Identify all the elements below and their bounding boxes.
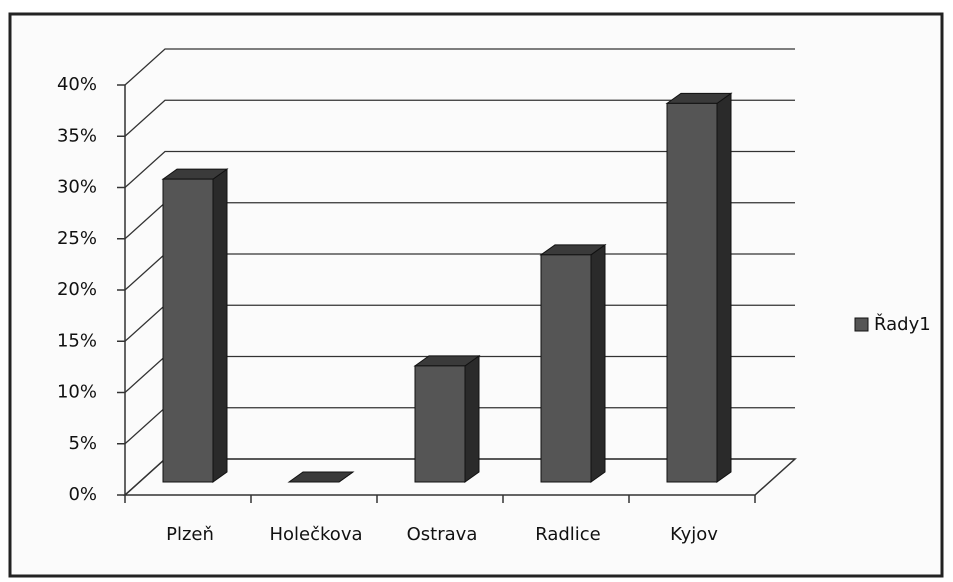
y-tick-label: 30% — [57, 177, 97, 198]
bar-front — [414, 365, 466, 483]
y-tick-label: 10% — [57, 382, 97, 403]
bar-side — [716, 92, 732, 483]
chart-frame — [8, 12, 944, 578]
grid-line — [124, 99, 795, 137]
legend-swatch — [854, 317, 869, 332]
bar — [665, 92, 733, 483]
grid-line — [124, 48, 795, 86]
y-tick-label: 25% — [57, 228, 97, 249]
x-tick-label: Holečkova — [270, 524, 363, 545]
bar-side — [590, 243, 606, 483]
y-tick-label: 15% — [57, 330, 97, 351]
x-tick-label: Kyjov — [670, 524, 718, 545]
legend-label: Řady1 — [874, 313, 931, 335]
x-tick-label: Ostrava — [407, 524, 478, 545]
bar — [413, 354, 481, 483]
x-tick-label: Radlice — [535, 524, 601, 545]
bar-side — [212, 168, 228, 483]
x-tick-label: Plzeň — [166, 524, 214, 545]
bar-front — [162, 178, 214, 483]
y-tick-label: 20% — [57, 279, 97, 300]
y-tick-label: 5% — [68, 433, 97, 454]
y-tick-label: 35% — [57, 125, 97, 146]
bar-front — [540, 254, 592, 483]
y-tick-label: 40% — [57, 74, 97, 95]
bar — [539, 243, 607, 483]
bar — [287, 471, 355, 483]
y-tick-label: 0% — [68, 484, 97, 505]
bar-side — [464, 354, 480, 483]
bar-front — [666, 102, 718, 483]
bar-top — [287, 471, 355, 483]
grid-line — [124, 150, 795, 188]
bar — [161, 168, 229, 483]
